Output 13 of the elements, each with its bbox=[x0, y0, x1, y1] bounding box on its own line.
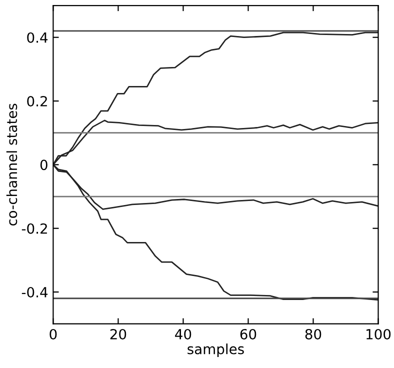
x-tick-label: 80 bbox=[305, 328, 322, 340]
y-axis-title: co-channel states bbox=[6, 104, 18, 226]
x-tick-label: 60 bbox=[240, 328, 256, 340]
x-tick-label: 100 bbox=[366, 328, 391, 340]
x-tick-label: 20 bbox=[110, 328, 126, 340]
y-tick-label: 0 bbox=[40, 160, 48, 170]
x-tick-label: 0 bbox=[50, 328, 57, 340]
x-tick-label: 40 bbox=[175, 328, 192, 340]
y-tick-label: 0.4 bbox=[27, 32, 48, 43]
y-tick-label: -0.2 bbox=[22, 223, 47, 234]
x-axis-title: samples bbox=[188, 344, 244, 357]
y-tick-label: 0.2 bbox=[27, 96, 47, 106]
y-tick-label: -0.4 bbox=[22, 286, 48, 298]
